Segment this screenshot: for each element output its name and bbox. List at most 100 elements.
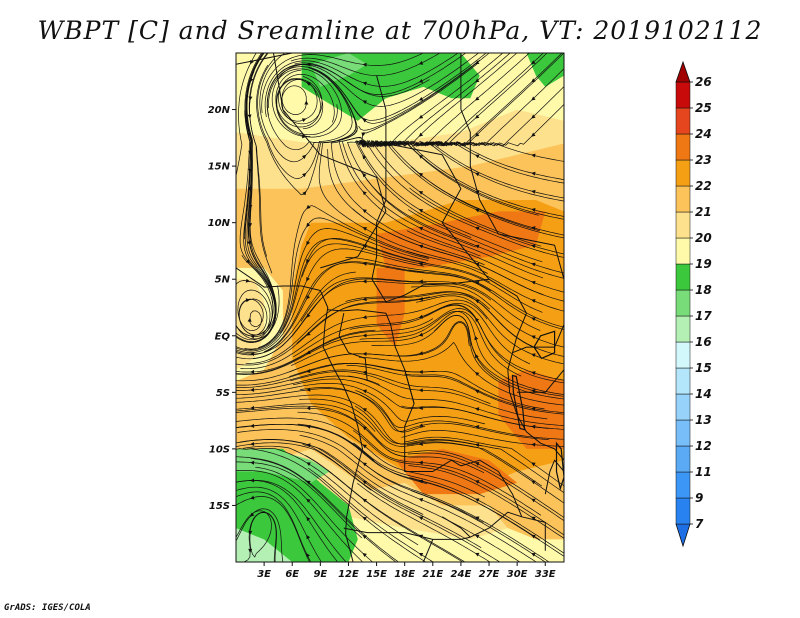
streamline-arrow-119 [531,207,536,212]
latitude-axis: 20N 15N 10N 5N EQ 5S 10S 15S [208,105,236,512]
streamline-arrow-125 [531,189,536,194]
streamline-arrow-166 [475,60,480,65]
streamline-arrow-106 [475,244,480,249]
streamline-arrow-134 [362,154,367,160]
colorbar-label-6: 15 [695,361,712,375]
lat-label-2: 10N [208,218,231,229]
streamline-arrow-1 [306,553,310,558]
streamline-arrow-63 [418,369,423,374]
streamline-arrow-158 [362,81,367,86]
streamline-arrow-135 [418,154,424,159]
streamline-arrow-55 [306,387,311,392]
colorbar-swatch-5 [675,393,691,421]
streamline-arrow-101 [531,262,536,267]
streamline-150 [249,53,269,257]
colorbar-arrow-low [675,523,691,548]
border-line-9 [338,313,368,382]
colorbar-swatch-2 [675,471,691,499]
lat-label-3: 5N [215,275,231,286]
colorbar-label-7: 16 [695,335,712,349]
streamline-156 [244,53,265,240]
streamline-148 [375,53,548,147]
lon-label-0: 3E [257,569,271,580]
streamline-arrow-65 [531,371,536,376]
lat-label-6: 10S [209,444,230,455]
streamline-6 [236,510,277,562]
streamline-arrow-62 [362,370,367,375]
streamline-46 [355,390,564,440]
streamline-arrow-122 [362,191,367,196]
lon-label-4: 15E [366,569,387,580]
streamline-arrow-14 [362,516,367,521]
streamline-arrow-4 [475,552,480,557]
streamline-65 [423,304,564,381]
colorbar-swatch-12 [675,211,691,239]
streamline-76 [359,310,564,395]
colorbar-label-5: 14 [695,387,712,401]
colorbar-label-17: 26 [695,75,712,89]
colorbar-label-16: 25 [695,101,712,115]
streamline-96 [236,110,276,342]
streamline-arrow-18 [250,495,255,500]
field-south-lightorange [348,482,508,540]
colorbar-swatch-3 [675,445,691,473]
streamline-arrow-150 [248,96,253,101]
border-line-8 [327,309,415,404]
streamline-arrow-80 [362,315,367,320]
streamline-arrow-6 [248,530,253,535]
streamline-arrow-12 [250,512,255,517]
streamline-arrow-76 [474,335,479,341]
border-line-4 [385,143,490,280]
streamline-arrow-160 [475,78,480,83]
streamline-165 [290,53,441,76]
lat-label-5: 5S [216,388,230,399]
streamline-8 [250,457,397,562]
streamline-arrow-159 [418,79,424,83]
streamline-arrow-92 [362,279,367,284]
colorbar-label-8: 17 [695,309,712,323]
streamline-arrow-30 [250,460,255,465]
streamline-155 [424,68,564,147]
streamline-14 [246,448,427,562]
colorbar-swatch-14 [675,159,691,187]
streamline-arrow-167 [531,60,536,65]
wbpt-field [236,53,564,562]
streamline-arrow-87 [418,297,423,302]
streamline-arrow-142 [475,132,480,137]
streamline-161 [426,53,563,147]
streamline-arrow-148 [475,114,480,119]
streamline-arrow-43 [306,424,311,429]
field-hotspot-2 [376,267,405,348]
streamline-71 [416,295,564,365]
streamline-arrow-99 [418,262,424,267]
lon-label-10: 33E [535,569,556,580]
colorbar-arrow-high [675,60,691,83]
lake-outline-0 [533,330,556,360]
streamline-arrow-121 [302,191,307,196]
streamline-83 [408,269,564,330]
streamline-37 [236,439,424,515]
streamline-144 [248,53,273,274]
lake-outline-1 [511,374,526,431]
streamline-arrow-95 [531,280,536,285]
streamline-arrow-74 [362,333,367,338]
streamline-118 [369,139,564,239]
streamline-49 [236,407,427,458]
streamline-89 [406,250,564,312]
lon-label-9: 30E [507,569,528,580]
streamline-arrow-131 [531,171,536,176]
streamline-arrow-85 [306,295,311,300]
streamline-arrow-96 [245,259,251,264]
colorbar-swatch-17 [675,81,691,109]
streamline-28 [352,430,564,536]
streamline-12 [236,508,284,562]
streamline-52 [347,375,564,427]
streamline-arrow-41 [531,442,536,447]
streamline-3 [307,467,434,562]
streamline-arrow-129 [418,172,424,177]
lon-label-6: 21E [422,569,443,580]
colorbar-swatch-4 [675,419,691,447]
streamline-arrow-156 [249,77,254,83]
streamline-166 [358,53,490,131]
